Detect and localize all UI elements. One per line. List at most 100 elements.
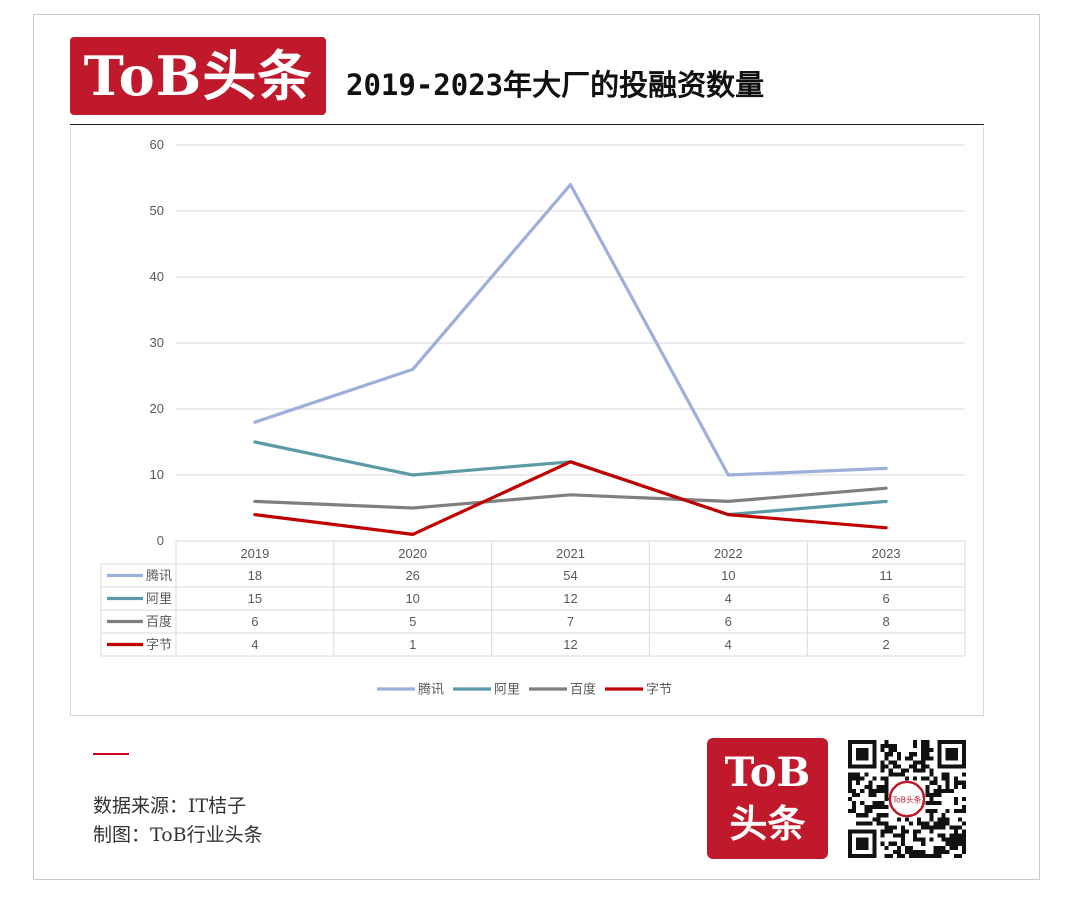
- qr-module: [921, 768, 926, 773]
- qr-module: [856, 772, 861, 777]
- series-line-腾讯: [253, 182, 888, 477]
- x-tick-label: 2019: [240, 546, 269, 561]
- x-tick-label: 2021: [556, 546, 585, 561]
- qr-module: [953, 845, 958, 850]
- qr-module: [941, 837, 946, 842]
- series-line-百度: [253, 486, 888, 510]
- qr-module: [864, 821, 869, 826]
- qr-module: [945, 849, 950, 854]
- data-label: 5: [409, 614, 416, 629]
- qr-module: [925, 792, 930, 797]
- qr-module: [892, 833, 897, 838]
- qr-module: [913, 740, 918, 745]
- qr-module: [880, 833, 885, 838]
- y-tick-label: 50: [150, 203, 164, 218]
- qr-module: [925, 809, 930, 814]
- qr-module: [941, 849, 946, 854]
- qr-module: [945, 772, 950, 777]
- legend-label: 腾讯: [418, 682, 444, 697]
- y-tick-label: 40: [150, 269, 164, 284]
- data-label: 4: [251, 637, 258, 652]
- qr-module: [929, 780, 934, 785]
- qr-module: [872, 801, 877, 806]
- qr-module: [860, 788, 865, 793]
- data-label: 26: [405, 568, 419, 583]
- qr-module: [884, 821, 889, 826]
- qr-module: [904, 768, 910, 773]
- qr-module: [933, 825, 938, 830]
- qr-module: [872, 792, 877, 797]
- qr-module: [888, 760, 893, 765]
- qr-module: [937, 788, 942, 793]
- chart-area: 0 10 20 30 40 50 60 2019 2020 2021 2022 2023 腾讯 18 26…: [70, 127, 984, 716]
- qr-module: [925, 740, 930, 745]
- qr-module: [848, 772, 853, 777]
- qr-module: [961, 780, 966, 785]
- qr-module: [904, 849, 910, 854]
- qr-module: [880, 813, 885, 818]
- qr-module: [860, 813, 865, 818]
- qr-module: [900, 829, 905, 834]
- qr-module: [888, 825, 893, 830]
- qr-module: [848, 780, 853, 785]
- qr-module: [856, 780, 861, 785]
- qr-module: [945, 841, 950, 846]
- data-label: 11: [879, 568, 893, 583]
- qr-module: [953, 776, 958, 781]
- qr-module: [913, 837, 918, 842]
- qr-module: [880, 821, 885, 826]
- qr-finder-core: [856, 837, 869, 850]
- qr-module: [896, 756, 901, 761]
- qr-module: [913, 752, 918, 757]
- qr-module: [884, 805, 889, 810]
- qr-module: [900, 841, 905, 846]
- qr-module: [896, 845, 901, 850]
- qr-module: [953, 833, 958, 838]
- qr-module: [917, 768, 922, 773]
- qr-module: [961, 805, 966, 810]
- qr-module: [961, 845, 966, 850]
- qr-module: [949, 788, 954, 793]
- qr-module: [896, 764, 901, 769]
- data-source: 数据来源：IT桔子: [93, 795, 247, 817]
- data-label: 6: [251, 614, 258, 629]
- qr-module: [880, 801, 885, 806]
- qr-module: [860, 776, 865, 781]
- brand-logo: ToB头条: [70, 37, 326, 115]
- qr-module: [852, 772, 857, 777]
- qr-module: [880, 748, 885, 753]
- qr-module: [949, 845, 954, 850]
- qr-module: [876, 801, 881, 806]
- qr-module: [949, 841, 954, 846]
- qr-module: [921, 748, 926, 753]
- qr-module: [941, 776, 946, 781]
- qr-module: [929, 756, 934, 761]
- qr-module: [933, 801, 938, 806]
- qr-module: [961, 849, 966, 854]
- qr-module: [880, 764, 885, 769]
- y-axis-ticks: 0 10 20 30 40 50 60: [150, 137, 164, 548]
- qr-module: [961, 784, 966, 789]
- qr-module: [941, 788, 946, 793]
- qr-module: [921, 821, 926, 826]
- qr-module: [884, 756, 889, 761]
- qr-module: [945, 817, 950, 822]
- qr-module: [884, 825, 889, 830]
- qr-module: [888, 768, 893, 773]
- qr-module: [888, 841, 893, 846]
- qr-module: [929, 768, 934, 773]
- y-tick-label: 30: [150, 335, 164, 350]
- qr-module: [909, 845, 914, 850]
- qr-module: [941, 845, 946, 850]
- qr-module: [937, 833, 942, 838]
- qr-module: [852, 788, 857, 793]
- qr-module: [884, 764, 889, 769]
- qr-module: [896, 752, 901, 757]
- qr-module: [884, 780, 889, 785]
- x-tick-label: 2022: [714, 546, 743, 561]
- qr-module: [961, 809, 966, 814]
- qr-code[interactable]: ToB头条: [848, 740, 966, 858]
- qr-module: [892, 748, 897, 753]
- qr-module: [957, 780, 962, 785]
